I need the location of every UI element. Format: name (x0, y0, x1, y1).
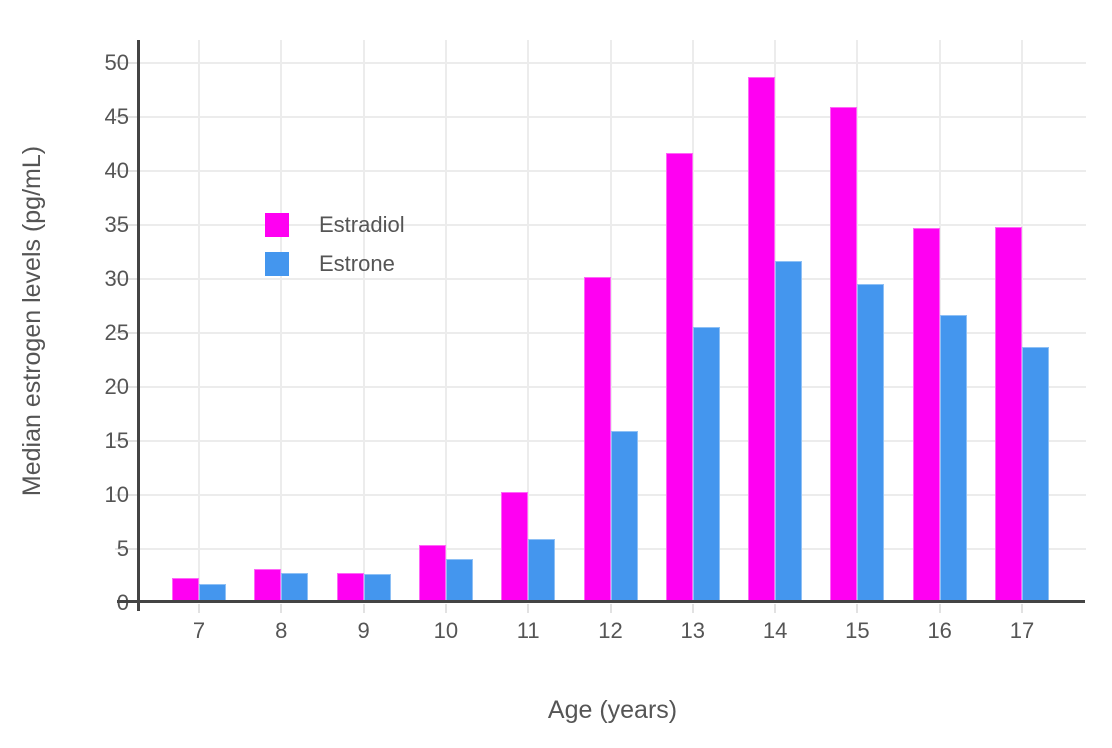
y-tick-label-30: 30 (104, 266, 129, 291)
bar-estradiol-age-11 (501, 492, 529, 602)
x-tick-mark-15 (856, 604, 859, 613)
bar-estrone-age-15 (857, 284, 885, 602)
y-tick-label-40: 40 (104, 158, 129, 183)
legend-label-estrone: Estrone (319, 251, 395, 276)
y-axis-line (137, 40, 140, 611)
bar-estrone-age-17 (1022, 347, 1049, 602)
y-tick-mark-30 (115, 278, 138, 280)
legend-swatch-estrone-icon (265, 252, 289, 276)
legend-item-estrone[interactable]: Estrone (265, 252, 405, 276)
x-tick-label-12: 12 (598, 618, 623, 643)
x-tick-mark-11 (527, 604, 530, 613)
bar-estradiol-age-10 (418, 545, 446, 602)
x-axis-line (117, 600, 1085, 603)
y-tick-mark-10 (115, 494, 138, 496)
x-gridline-10 (444, 40, 447, 603)
y-tick-mark-5 (115, 548, 138, 550)
x-tick-label-17: 17 (1009, 618, 1035, 643)
bar-estradiol-age-13 (665, 153, 693, 602)
x-axis-title: Age (years) (547, 696, 678, 724)
y-tick-label-35: 35 (104, 212, 129, 237)
x-tick-mark-12 (609, 604, 612, 613)
bar-estrone-age-9 (363, 574, 391, 602)
x-tick-mark-16 (938, 604, 941, 613)
y-tick-label-25: 25 (104, 320, 129, 345)
legend-item-estradiol[interactable]: Estradiol (265, 213, 405, 237)
x-gridline-11 (527, 40, 530, 603)
x-gridline-12 (609, 40, 612, 603)
y-tick-label-5: 5 (116, 536, 129, 561)
x-tick-label-15: 15 (845, 618, 870, 643)
bar-estrone-age-10 (445, 559, 473, 602)
bar-estrone-age-8 (281, 573, 309, 602)
x-tick-mark-13 (691, 604, 694, 613)
y-tick-mark-40 (115, 170, 138, 172)
bar-estradiol-age-7 (172, 578, 199, 602)
legend-swatch-estradiol-icon (265, 213, 289, 237)
legend-label-estradiol: Estradiol (319, 212, 405, 237)
y-tick-mark-50 (115, 62, 138, 64)
bar-estradiol-age-15 (830, 107, 858, 602)
y-tick-mark-45 (115, 116, 138, 118)
legend: Estradiol Estrone (265, 213, 405, 291)
y-tick-label-10: 10 (104, 482, 129, 507)
y-gridline-30 (139, 278, 1086, 280)
x-gridline-13 (691, 40, 694, 603)
x-tick-mark-8 (280, 604, 283, 613)
bar-estrone-age-12 (610, 431, 638, 602)
x-tick-mark-9 (362, 604, 365, 613)
bar-estradiol-age-14 (748, 77, 776, 602)
y-gridline-40 (139, 170, 1086, 172)
x-tick-label-9: 9 (357, 618, 370, 643)
y-axis-title: Median estrogen levels (pg/mL) (18, 145, 46, 497)
bar-estrone-age-16 (939, 315, 967, 602)
x-tick-label-11: 11 (516, 618, 540, 643)
y-gridline-50 (139, 62, 1086, 64)
y-tick-label-45: 45 (104, 104, 129, 129)
y-tick-mark-35 (115, 224, 138, 226)
x-gridline-7 (198, 40, 200, 603)
x-tick-mark-7 (198, 604, 200, 613)
x-tick-label-13: 13 (680, 618, 706, 643)
y-tick-mark-15 (115, 440, 138, 442)
y-tick-mark-25 (115, 332, 138, 334)
x-gridline-8 (280, 40, 283, 603)
x-gridline-17 (1021, 40, 1023, 603)
y-gridline-20 (139, 386, 1086, 388)
x-tick-label-10: 10 (433, 618, 459, 643)
y-gridline-35 (139, 224, 1086, 226)
y-tick-label-50: 50 (104, 50, 129, 75)
y-gridline-25 (139, 332, 1086, 334)
bar-estradiol-age-8 (254, 569, 282, 602)
y-tick-label-0: 0 (59, 591, 129, 615)
x-tick-mark-14 (774, 604, 777, 613)
x-tick-label-14: 14 (762, 618, 788, 643)
bar-estrone-age-7 (199, 584, 226, 602)
x-tick-label-8: 8 (275, 618, 288, 643)
bar-estrone-age-13 (692, 327, 720, 602)
bar-estradiol-age-12 (583, 277, 611, 602)
bar-estradiol-age-9 (336, 573, 364, 602)
y-gridline-45 (139, 116, 1086, 118)
x-gridline-9 (362, 40, 365, 603)
y-tick-label-20: 20 (104, 374, 129, 399)
bar-estrone-age-11 (528, 539, 556, 602)
bar-estradiol-age-16 (912, 228, 940, 602)
x-tick-label-16: 16 (927, 618, 952, 643)
bar-estradiol-age-17 (995, 227, 1022, 602)
x-tick-mark-17 (1021, 604, 1023, 613)
x-tick-label-7: 7 (192, 618, 206, 643)
bar-estrone-age-14 (775, 261, 803, 602)
y-tick-label-15: 15 (104, 428, 129, 453)
x-tick-mark-10 (444, 604, 447, 613)
y-tick-mark-20 (115, 386, 138, 388)
